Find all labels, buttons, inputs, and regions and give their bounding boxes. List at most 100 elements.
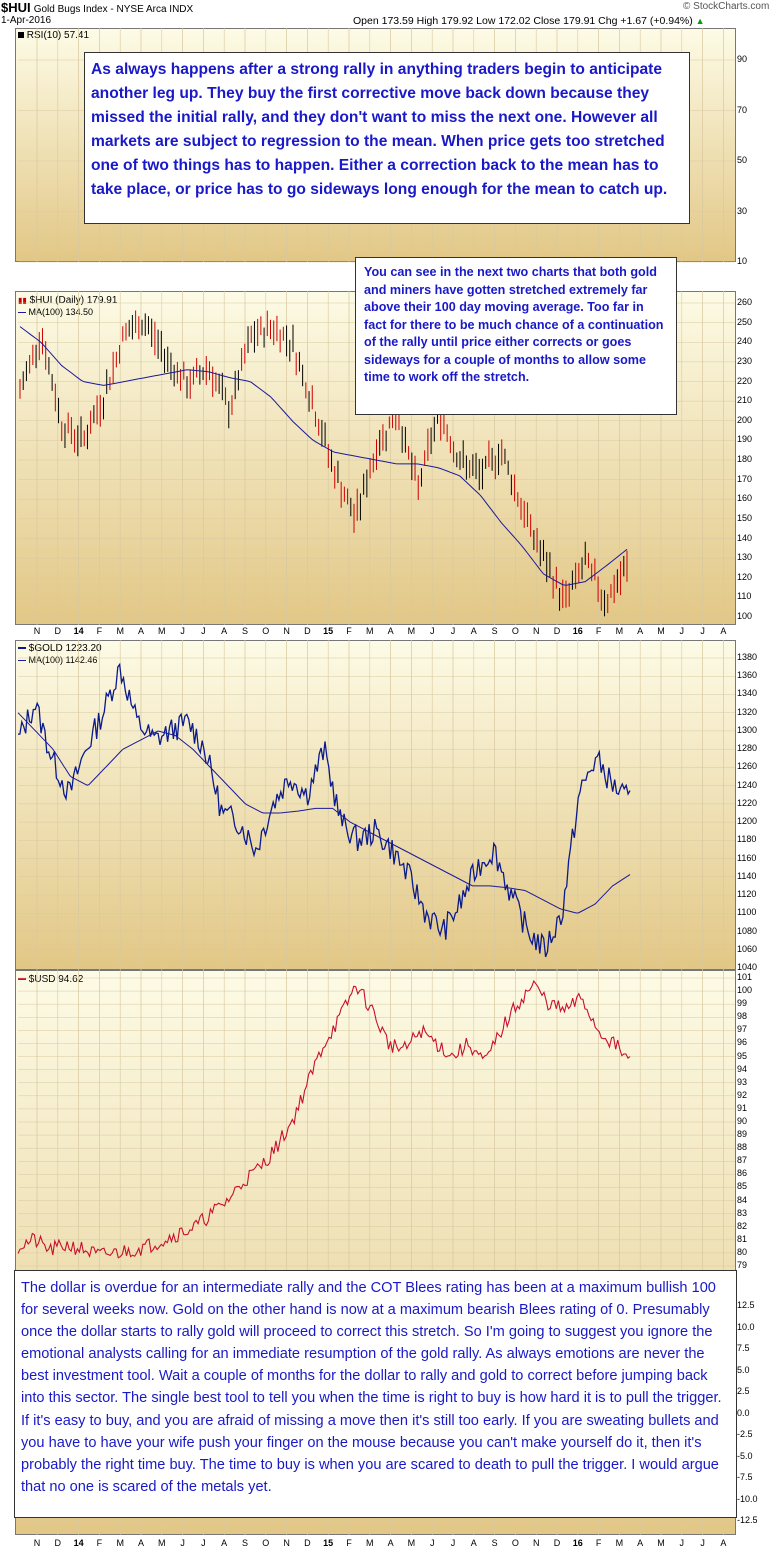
usd-tick-label: 99 [737, 998, 748, 1009]
usd-tick-label: 89 [737, 1129, 748, 1140]
chart-title: $HUI Gold Bugs Index - NYSE Arca INDX [1, 0, 193, 15]
x-month-label: O [511, 1538, 519, 1548]
gold-label: $GOLD 1223.20 [28, 643, 102, 654]
cot-tick-label: 12.5 [737, 1300, 755, 1310]
x-month-label: M [407, 626, 416, 636]
x-month-label: A [137, 626, 144, 636]
hui-tick-label: 190 [737, 434, 753, 445]
x-month-label: M [366, 1538, 374, 1548]
gold-tick-label: 1260 [737, 761, 758, 772]
gold-tick-label: 1320 [737, 706, 758, 717]
usd-tick-label: 93 [737, 1076, 748, 1087]
x-month-label: A [637, 1538, 644, 1548]
hui-tick-label: 230 [737, 355, 753, 366]
hui-tick-label: 170 [737, 473, 753, 484]
usd-tick-label: 100 [737, 985, 753, 996]
x-month-label: J [180, 1538, 185, 1548]
x-month-label: O [262, 626, 270, 636]
x-month-label: D [54, 1538, 62, 1548]
line-legend-icon [18, 978, 26, 981]
x-month-label: F [96, 626, 103, 636]
x-month-label: 16 [572, 626, 583, 636]
x-month-label: S [491, 1538, 498, 1548]
rsi-tick-label: 50 [737, 155, 748, 165]
hui-tick-label: 120 [737, 571, 753, 582]
x-month-label: A [637, 626, 644, 636]
candle-legend-icon: ▮▮ [18, 296, 27, 305]
x-month-label: 15 [323, 1538, 334, 1548]
hui-tick-label: 250 [737, 316, 753, 327]
hui-tick-label: 240 [737, 336, 753, 347]
x-month-label: J [429, 626, 435, 636]
hui-tick-label: 210 [737, 395, 753, 406]
x-month-label: N [33, 1538, 41, 1548]
gold-tick-label: 1180 [737, 834, 757, 845]
x-month-label: S [241, 626, 248, 636]
x-month-label: N [283, 626, 290, 636]
x-month-label: M [158, 626, 166, 636]
cot-tick-label: 2.5 [737, 1386, 750, 1396]
gold-tick-label: 1240 [737, 779, 758, 790]
hui-tick-label: 140 [737, 532, 753, 543]
x-month-label: A [720, 626, 727, 636]
x-month-label: D [553, 1538, 561, 1548]
usd-tick-label: 82 [737, 1220, 748, 1231]
cot-tick-label: -2.5 [737, 1429, 753, 1439]
gold-tick-label: 1300 [737, 724, 758, 735]
chart-date: 1-Apr-2016 [1, 15, 52, 26]
usd-legend: $USD 94.62 [18, 974, 83, 985]
hui-label: $HUI (Daily) 179.91 [29, 295, 118, 306]
x-month-label: S [241, 1538, 248, 1548]
x-month-label: M [615, 626, 624, 636]
usd-tick-label: 97 [737, 1024, 748, 1035]
hui-tick-label: 180 [737, 454, 753, 464]
gold-tick-label: 1120 [737, 889, 757, 900]
x-month-label: 14 [73, 1538, 84, 1548]
cot-tick-label: -10.0 [737, 1493, 758, 1504]
x-month-label: A [387, 1538, 394, 1548]
usd-tick-label: 86 [737, 1168, 748, 1179]
usd-price-line [17, 979, 631, 1259]
usd-tick-label: 95 [737, 1050, 748, 1061]
gold-tick-label: 1220 [737, 797, 758, 808]
rsi-tick-label: 70 [737, 104, 748, 115]
x-month-label: M [657, 626, 665, 636]
usd-tick-label: 92 [737, 1089, 748, 1100]
hui-tick-label: 110 [737, 591, 752, 602]
x-month-label: J [679, 1538, 685, 1548]
gold-panel [15, 640, 736, 970]
x-month-label: N [33, 626, 41, 636]
x-month-label: N [283, 1538, 290, 1548]
x-month-label: M [657, 1538, 665, 1548]
ticker-description: Gold Bugs Index - NYSE Arca INDX [33, 4, 194, 15]
annotation-middle: You can see in the next two charts that … [355, 257, 677, 415]
hui-ma-line [19, 326, 628, 586]
x-month-label: M [615, 1538, 624, 1548]
annotation-bottom: The dollar is overdue for an intermediat… [14, 1270, 737, 1518]
usd-tick-label: 81 [737, 1233, 748, 1244]
x-month-label: F [595, 626, 602, 636]
annotation-top: As always happens after a strong rally i… [84, 52, 690, 224]
usd-label: $USD 94.62 [28, 974, 84, 985]
gold-tick-label: 1100 [737, 907, 757, 918]
x-month-label: S [491, 626, 498, 636]
usd-tick-label: 98 [737, 1011, 748, 1022]
x-month-label: F [595, 1538, 602, 1548]
ticker-symbol: $HUI [1, 0, 31, 15]
line-legend-icon [18, 647, 26, 650]
cot-tick-label: 5.0 [737, 1364, 750, 1375]
cot-tick-label: 7.5 [737, 1343, 750, 1353]
usd-tick-label: 85 [737, 1181, 748, 1192]
hui-tick-label: 160 [737, 493, 753, 504]
usd-tick-label: 79 [737, 1260, 748, 1270]
usd-tick-label: 83 [737, 1207, 748, 1218]
x-month-label: J [429, 1538, 435, 1548]
x-month-label: F [346, 626, 352, 636]
hui-ma-legend: MA(100) 134.50 [18, 307, 93, 317]
gold-tick-label: 1140 [737, 870, 757, 881]
gold-tick-label: 1380 [737, 652, 758, 662]
x-month-label: J [700, 1538, 705, 1548]
usd-tick-label: 87 [737, 1155, 748, 1166]
cot-tick-label: -5.0 [737, 1450, 753, 1461]
usd-tick-label: 84 [737, 1194, 748, 1205]
